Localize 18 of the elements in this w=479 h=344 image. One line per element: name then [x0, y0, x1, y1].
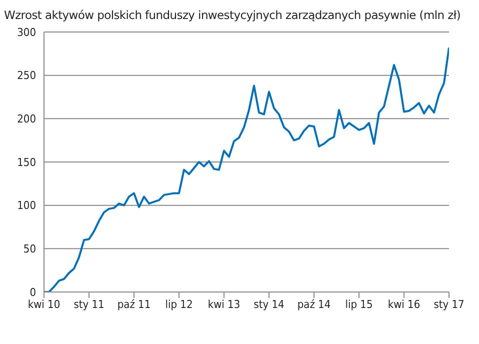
y-tick-label: 50 — [23, 242, 36, 256]
y-tick-label: 300 — [17, 26, 36, 39]
y-tick-label: 150 — [17, 156, 36, 169]
y-tick-label: 250 — [17, 69, 36, 82]
x-tick-label: kwi 16 — [388, 298, 420, 311]
x-tick-label: paź 14 — [297, 298, 331, 311]
x-tick-label: kwi 10 — [28, 298, 60, 311]
x-tick-label: sty 11 — [74, 298, 104, 311]
y-tick-label: 100 — [17, 199, 36, 212]
y-tick-label: 200 — [17, 112, 36, 126]
chart-title: Wzrost aktywów polskich funduszy inwestycyjnych zarządzanych pasywnie (mln zł) — [4, 8, 462, 22]
x-tick-label: paź 11 — [117, 298, 151, 311]
x-tick-label: kwi 13 — [208, 298, 240, 311]
x-tick-label: sty 17 — [434, 298, 464, 311]
y-tick-label: 0 — [30, 286, 36, 299]
x-tick-label: sty 14 — [254, 298, 284, 311]
x-tick-label: lip 15 — [345, 298, 373, 311]
x-tick-label: lip 12 — [165, 298, 193, 311]
